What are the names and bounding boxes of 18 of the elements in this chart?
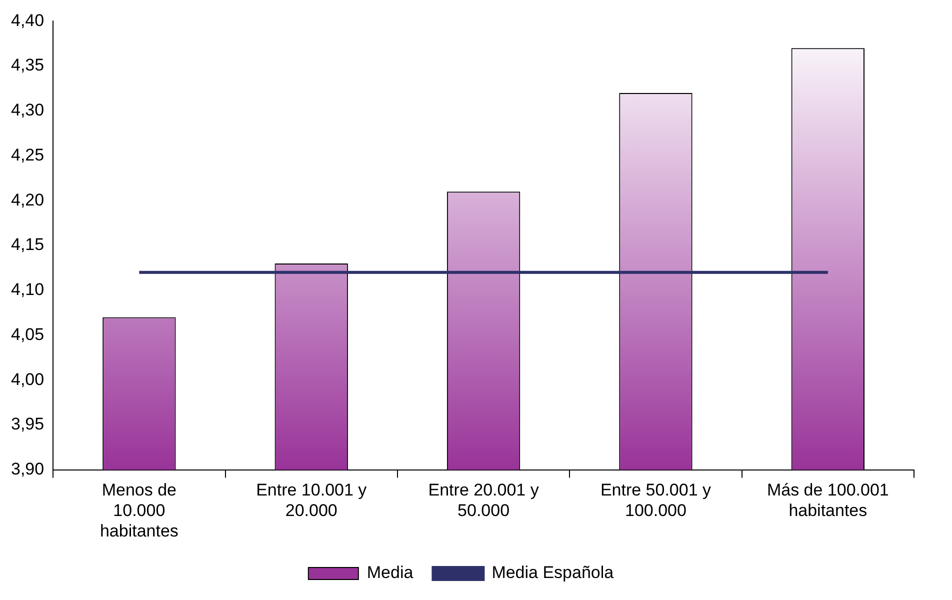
x-tick-label: Entre 10.001 y 20.000 <box>256 480 368 520</box>
y-tick-label: 4,40 <box>10 10 44 30</box>
x-tick-label: Menos de 10.000 habitantes <box>100 480 178 540</box>
x-tick-label: Más de 100.001 habitantes <box>766 480 889 520</box>
x-tick-label: Entre 50.001 y 100.000 <box>600 480 712 520</box>
y-tick-label: 4,00 <box>10 370 44 389</box>
y-tick-label: 4,35 <box>10 56 44 75</box>
legend-label: Media <box>366 563 414 582</box>
y-tick-label: 4,20 <box>10 190 44 210</box>
x-tick-label: Entre 20.001 y 50.000 <box>428 480 540 520</box>
y-tick-label: 4,10 <box>10 280 44 300</box>
y-tick-label: 4,05 <box>10 324 44 344</box>
y-tick-label: 4,25 <box>10 145 44 164</box>
y-tick-label: 4,30 <box>10 100 44 120</box>
legend-label: Media Española <box>492 563 614 582</box>
y-tick-label: 4,15 <box>10 235 44 254</box>
y-tick-label: 3,95 <box>10 414 44 434</box>
y-tick-label: 3,90 <box>10 459 44 478</box>
